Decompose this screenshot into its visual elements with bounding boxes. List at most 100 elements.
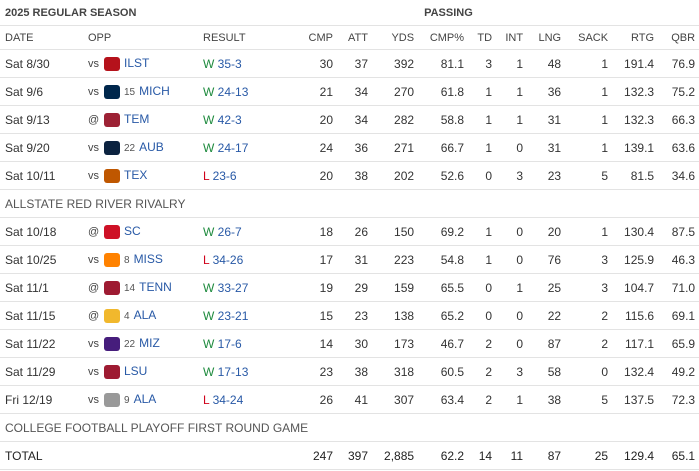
stat: 0 [468,301,497,330]
total-stat: 14 [468,441,497,470]
result-letter: L [203,168,210,183]
stat: 34 [337,77,372,106]
column-header: OPP [83,25,198,50]
stat: 72.3 [658,385,699,414]
result-letter: W [203,280,215,295]
game-row: Sat 9/6 vs 15 MICH W 24-13 21 34 270 61.8 1 1 36 1 13… [0,77,699,106]
total-stat: 25 [565,441,613,470]
team-logo [104,224,120,239]
stat: 138 [372,301,419,330]
site: vs [88,254,99,267]
opponent: vs 22 MIZ [83,329,198,358]
column-header: INT [496,25,528,50]
stat: 66.3 [658,105,699,134]
opponent: @4 ALA [83,301,198,330]
stat: 270 [372,77,419,106]
stat: 150 [372,217,419,246]
opponent: @ TEM [83,105,198,134]
stat: 46.7 [418,329,469,358]
site: @ [88,310,100,323]
team[interactable]: ILST [124,56,150,71]
stat: 2 [468,329,497,358]
date: Sat 10/25 [0,245,83,274]
score[interactable]: 17-13 [217,364,249,379]
team[interactable]: AUB [139,140,164,155]
header-spacer [565,0,699,26]
team[interactable]: MICH [139,84,170,99]
stat: 1 [496,105,528,134]
stat: 23 [337,301,372,330]
score[interactable]: 33-27 [217,280,249,295]
score[interactable]: 35-3 [217,56,242,71]
team[interactable]: TEM [124,112,150,127]
team[interactable]: SC [124,224,141,239]
stat: 132.3 [612,105,659,134]
result-letter: W [203,56,215,71]
stat: 137.5 [612,385,659,414]
opponent: @14 TENN [83,273,198,302]
date: Sat 9/6 [0,77,83,106]
result-letter: W [203,336,215,351]
stat: 20 [527,217,566,246]
stat: 223 [372,245,419,274]
result: L 23-6 [198,161,298,190]
score[interactable]: 42-3 [217,112,242,127]
score[interactable]: 34-26 [212,252,244,267]
opponent: vs TEX [83,161,198,190]
game-row: Sat 10/25 vs 8 MISS L 34-26 17 31 223 54.8 1 0 76 3 1… [0,245,699,274]
stat: 1 [565,77,613,106]
stat: 1 [565,217,613,246]
team[interactable]: MISS [133,252,163,267]
site: @ [88,114,100,127]
team[interactable]: TEX [124,168,148,183]
team[interactable]: ALA [133,308,157,323]
stat: 282 [372,105,419,134]
total-label: TOTAL [0,441,298,470]
header-row: 2025 REGULAR SEASON PASSING [0,0,699,26]
stat: 2 [565,301,613,330]
opponent: @ SC [83,217,198,246]
column-header: LNG [527,25,566,50]
stat: 37 [337,49,372,78]
stat: 271 [372,133,419,162]
team-logo [104,252,120,267]
team-logo [104,364,120,379]
stat: 3 [565,245,613,274]
team[interactable]: MIZ [139,336,160,351]
total-stat: 62.2 [418,441,469,470]
section-label: COLLEGE FOOTBALL PLAYOFF FIRST ROUND GAM… [0,413,699,442]
score[interactable]: 24-13 [217,84,249,99]
score[interactable]: 26-7 [217,224,242,239]
score[interactable]: 34-24 [212,392,244,407]
stat: 30 [337,329,372,358]
result: W 26-7 [198,217,298,246]
team[interactable]: ALA [133,392,157,407]
stat: 54.8 [418,245,469,274]
stat: 132.3 [612,77,659,106]
column-header: CMP% [418,25,469,50]
stat: 76 [527,245,566,274]
team[interactable]: LSU [124,364,148,379]
opponent: vs 22 AUB [83,133,198,162]
stat: 0 [496,245,528,274]
total-stat: 129.4 [612,441,659,470]
rank: 22 [124,339,136,351]
opponent: vs 9 ALA [83,385,198,414]
score[interactable]: 24-17 [217,140,249,155]
date: Sat 11/15 [0,301,83,330]
rank: 4 [124,311,130,323]
score[interactable]: 17-6 [217,336,242,351]
score[interactable]: 23-6 [212,168,237,183]
column-header: SACK [565,25,613,50]
opponent: vs ILST [83,49,198,78]
score[interactable]: 23-21 [217,308,249,323]
stat: 3 [565,273,613,302]
stat: 38 [337,357,372,386]
stat: 392 [372,49,419,78]
stat: 31 [527,133,566,162]
stat: 21 [298,77,337,106]
game-row: Sat 11/1 @14 TENN W 33-27 19 29 159 65.5 0 1 25 3 10… [0,273,699,302]
team[interactable]: TENN [139,280,172,295]
